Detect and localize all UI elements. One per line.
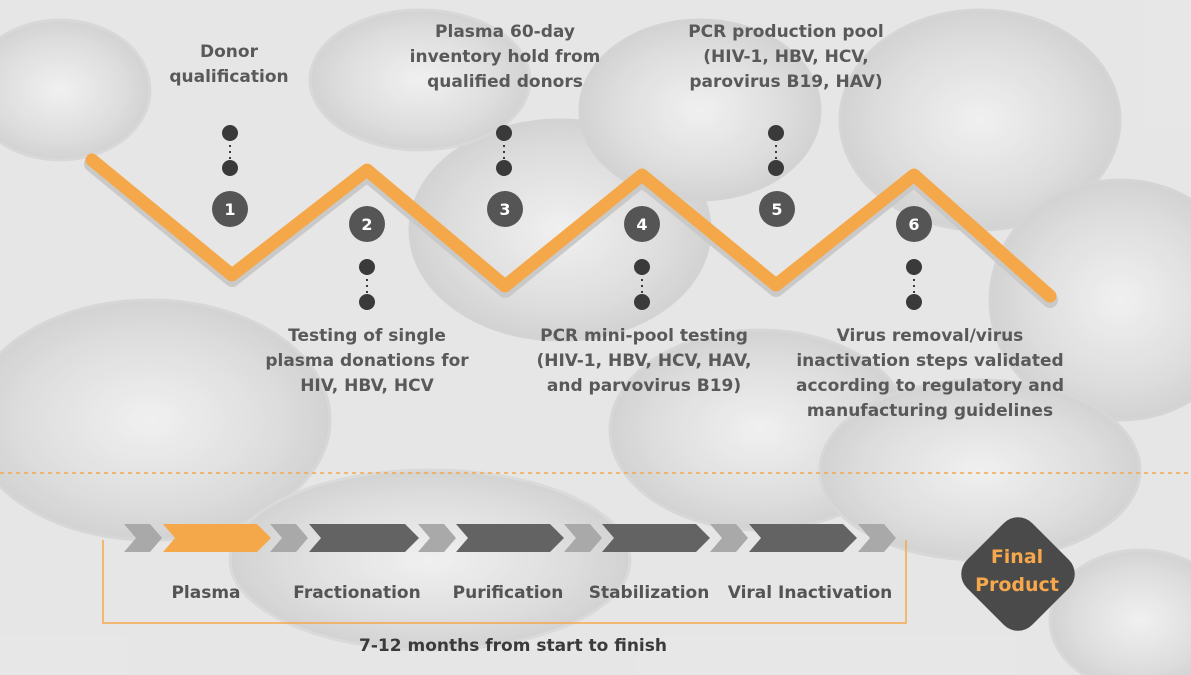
step-label-2: Testing of single plasma donations for H… <box>265 324 468 399</box>
step-label-3: Plasma 60-day inventory hold from qualif… <box>410 20 601 95</box>
step-label-line: (HIV-1, HBV, HCV, HAV, <box>536 351 752 371</box>
stage-label-viral-inactivation: Viral Inactivation <box>727 583 893 603</box>
stage-label-purification: Purification <box>452 583 564 603</box>
small-chevron <box>418 524 456 552</box>
stage-label-plasma: Plasma <box>171 583 241 603</box>
step-label-line: plasma donations for <box>265 351 469 371</box>
step-label-line: HIV, HBV, HCV <box>300 376 434 396</box>
stage-label-fractionation: Fractionation <box>293 583 421 603</box>
timeline-note: 7-12 months from start to finish <box>359 636 667 656</box>
small-chevron <box>564 524 602 552</box>
svg-text:2: 2 <box>361 215 372 234</box>
step-label-line: Plasma 60-day <box>435 22 575 42</box>
stage-label-stabilization: Stabilization <box>588 583 710 603</box>
stage-arrow-fractionation <box>309 524 419 552</box>
svg-text:6: 6 <box>908 215 919 234</box>
stage-arrow-plasma <box>163 524 271 552</box>
step-label-line: Testing of single <box>288 326 446 346</box>
step-label-line: (HIV-1, HBV, HCV, <box>703 47 869 67</box>
final-product-line: Final <box>990 546 1044 568</box>
step-label-line: inactivation steps validated <box>796 351 1064 371</box>
small-chevron <box>270 524 308 552</box>
small-chevron <box>858 524 896 552</box>
step-badge-6: 6 <box>896 206 932 242</box>
svg-text:3: 3 <box>499 200 510 219</box>
svg-text:1: 1 <box>224 200 235 219</box>
step-label-line: PCR mini-pool testing <box>540 326 748 346</box>
final-product-label: Final Product <box>975 543 1059 599</box>
step-label-line: qualification <box>169 67 289 87</box>
stage-arrow-stabilization <box>602 524 710 552</box>
stage-arrows <box>124 524 896 552</box>
stage-arrow-viral-inactivation <box>749 524 857 552</box>
svg-text:4: 4 <box>636 215 647 234</box>
step-label-line: and parvovirus B19) <box>546 376 742 396</box>
final-product-line: Product <box>975 574 1059 596</box>
small-chevron <box>710 524 748 552</box>
stage-arrow-purification <box>456 524 564 552</box>
small-chevron <box>124 524 162 552</box>
step-label-line: manufacturing guidelines <box>806 401 1054 421</box>
step-label-line: inventory hold from <box>409 47 601 67</box>
timeline-bracket <box>102 540 907 624</box>
step-badge-1: 1 <box>212 191 248 227</box>
step-label-line: Virus removal/virus <box>836 326 1024 346</box>
step-label-1: Donor qualification <box>169 40 288 90</box>
step-label-5: PCR production pool (HIV-1, HBV, HCV, pa… <box>688 20 884 95</box>
svg-text:5: 5 <box>771 200 782 219</box>
step-badge-5: 5 <box>759 191 795 227</box>
step-label-line: Donor <box>200 42 258 62</box>
step-badge-3: 3 <box>487 191 523 227</box>
step-label-6: Virus removal/virus inactivation steps v… <box>796 324 1064 424</box>
step-label-4: PCR mini-pool testing (HIV-1, HBV, HCV, … <box>536 324 751 399</box>
step-label-line: qualified donors <box>427 72 583 92</box>
final-product-badge <box>961 517 1075 631</box>
step-label-line: according to regulatory and <box>795 376 1065 396</box>
step-badge-4: 4 <box>624 206 660 242</box>
step-connectors <box>222 125 922 310</box>
step-label-line: PCR production pool <box>688 22 884 42</box>
step-label-line: parovirus B19, HAV) <box>689 72 883 92</box>
step-badge-2: 2 <box>349 206 385 242</box>
process-zigzag-line <box>85 153 1057 303</box>
